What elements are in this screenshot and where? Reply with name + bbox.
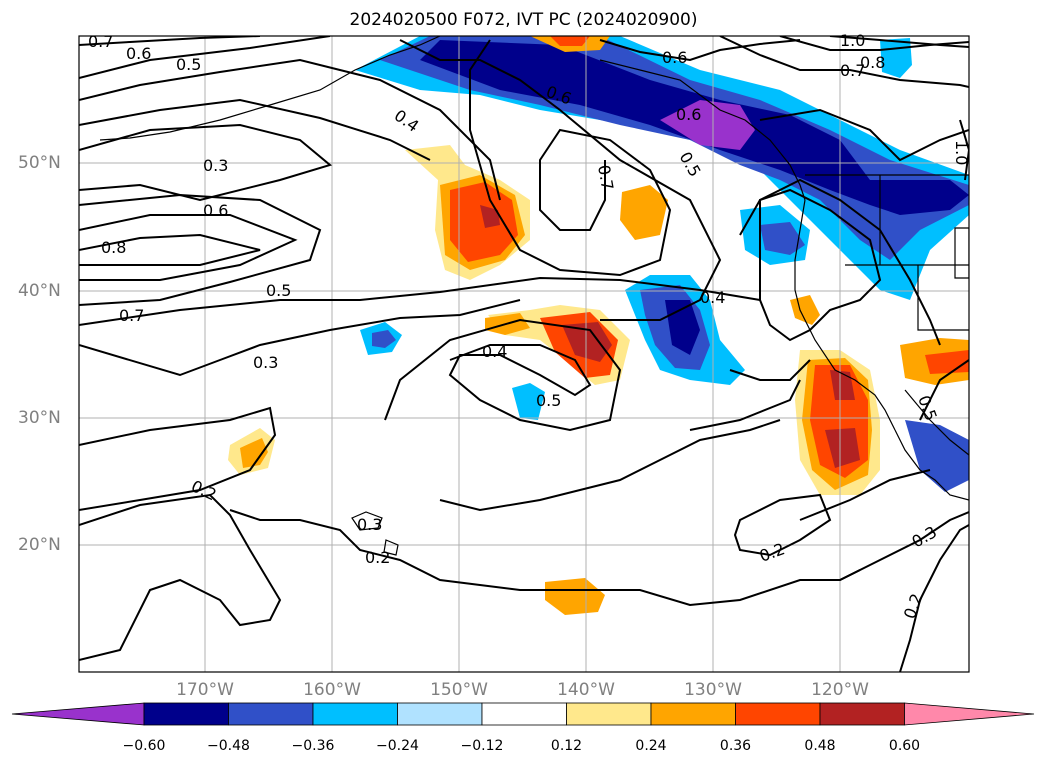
contour-label: 1.0	[952, 140, 971, 165]
positive-anomaly-south	[545, 578, 605, 615]
colorbar-bin	[819, 702, 905, 726]
colorbar-tick-label: −0.48	[207, 738, 250, 754]
contour-label: 0.7	[840, 61, 865, 80]
us-west-coast	[794, 199, 896, 431]
lon-label-140w: 140°W	[557, 680, 615, 700]
alaska-coast	[99, 36, 441, 141]
map-title: 2024020500 F072, IVT PC (2024020900)	[349, 10, 698, 30]
negative-anomaly-small-2	[512, 383, 545, 420]
contour-label: 0.7	[119, 306, 144, 325]
colorbar-bin	[312, 702, 398, 726]
coastlines	[99, 36, 969, 556]
contour-label: 0.3	[203, 156, 228, 175]
contour-label: 0.5	[176, 55, 201, 74]
contour-label: 0.6	[676, 105, 701, 124]
positive-anomaly-oregon	[790, 295, 820, 325]
colorbar-tick-label: 0.36	[719, 738, 752, 754]
positive-anomaly-center-east	[620, 185, 668, 240]
contour-lines	[79, 36, 969, 672]
mexico-coast	[904, 389, 969, 456]
colorbar-bin	[566, 702, 652, 726]
colorbar-bin	[481, 702, 567, 726]
colorbar-tick-label: −0.60	[122, 738, 166, 754]
contour-label: 0.6	[662, 48, 687, 67]
contour-label: 0.2	[365, 548, 390, 567]
lon-label-170w: 170°W	[176, 680, 234, 700]
positive-anomaly-california-deep	[825, 428, 860, 468]
contour-label: 0.3	[357, 515, 382, 534]
contour-label: 0.4	[482, 342, 507, 361]
colorbar-bin	[735, 702, 821, 726]
negative-anomaly-coast-core	[760, 222, 805, 255]
contour-label: 1.0	[840, 31, 865, 50]
colorbar-bin	[397, 702, 483, 726]
lon-label-120w: 120°W	[811, 680, 869, 700]
colorbar-max-extend	[904, 702, 1035, 726]
contour-label: 0.8	[101, 238, 126, 257]
colorbar	[11, 702, 1035, 726]
lon-label-130w: 130°W	[684, 680, 742, 700]
negative-anomaly-north	[355, 36, 969, 300]
colorbar-bin	[143, 702, 229, 726]
positive-anomaly-central-deep	[562, 322, 612, 362]
colorbar-tick-label: 0.12	[550, 738, 583, 754]
contour-label: 0.3	[253, 353, 278, 372]
colorbar-tick-label: −0.12	[460, 738, 504, 754]
baja-coast	[894, 429, 969, 501]
contour-label: 0.7	[88, 32, 113, 51]
bc-coast	[599, 59, 806, 201]
colorbar-tick-label: 0.48	[804, 738, 836, 754]
contour-label: 0.8	[860, 53, 885, 72]
colorbar-bin	[650, 702, 736, 726]
lat-label-50n: 50°N	[18, 153, 61, 173]
positive-anomaly-west-core	[240, 438, 268, 468]
colorbar-tick-label: −0.36	[291, 738, 335, 754]
shaded-anomalies	[228, 36, 969, 615]
negative-anomaly-baja	[905, 420, 969, 492]
state-border-5	[954, 227, 969, 279]
negative-anomaly-small-1-core	[372, 330, 396, 348]
state-border-4	[917, 265, 969, 331]
contour-label: 0.7	[594, 163, 617, 191]
contour-label: 0.5	[266, 281, 291, 300]
hawaii-2	[383, 539, 399, 556]
colorbar-tick-label: −0.24	[376, 738, 419, 754]
contour-label: 0.6	[126, 44, 151, 63]
positive-anomaly-north-strip-core	[550, 36, 590, 46]
colorbar-tick-label: 0.24	[635, 738, 667, 754]
gridlines	[79, 36, 969, 672]
colorbar-min-extend	[11, 702, 145, 726]
lon-label-150w: 150°W	[430, 680, 488, 700]
contour-label: 0.6	[203, 201, 228, 220]
negative-anomaly-purple	[660, 100, 755, 150]
map-frame	[78, 35, 970, 673]
hawaii	[351, 511, 383, 531]
positive-anomaly-gulf-deep	[480, 205, 500, 228]
lat-label-30n: 30°N	[18, 408, 61, 428]
lat-label-20n: 20°N	[18, 535, 61, 555]
contour-label: 0.5	[536, 391, 561, 410]
lat-label-40n: 40°N	[18, 281, 61, 301]
colorbar-bin	[228, 702, 314, 726]
contour-label: 0.4	[700, 288, 725, 307]
lon-label-160w: 160°W	[303, 680, 361, 700]
colorbar-tick-label: 0.60	[888, 738, 921, 754]
